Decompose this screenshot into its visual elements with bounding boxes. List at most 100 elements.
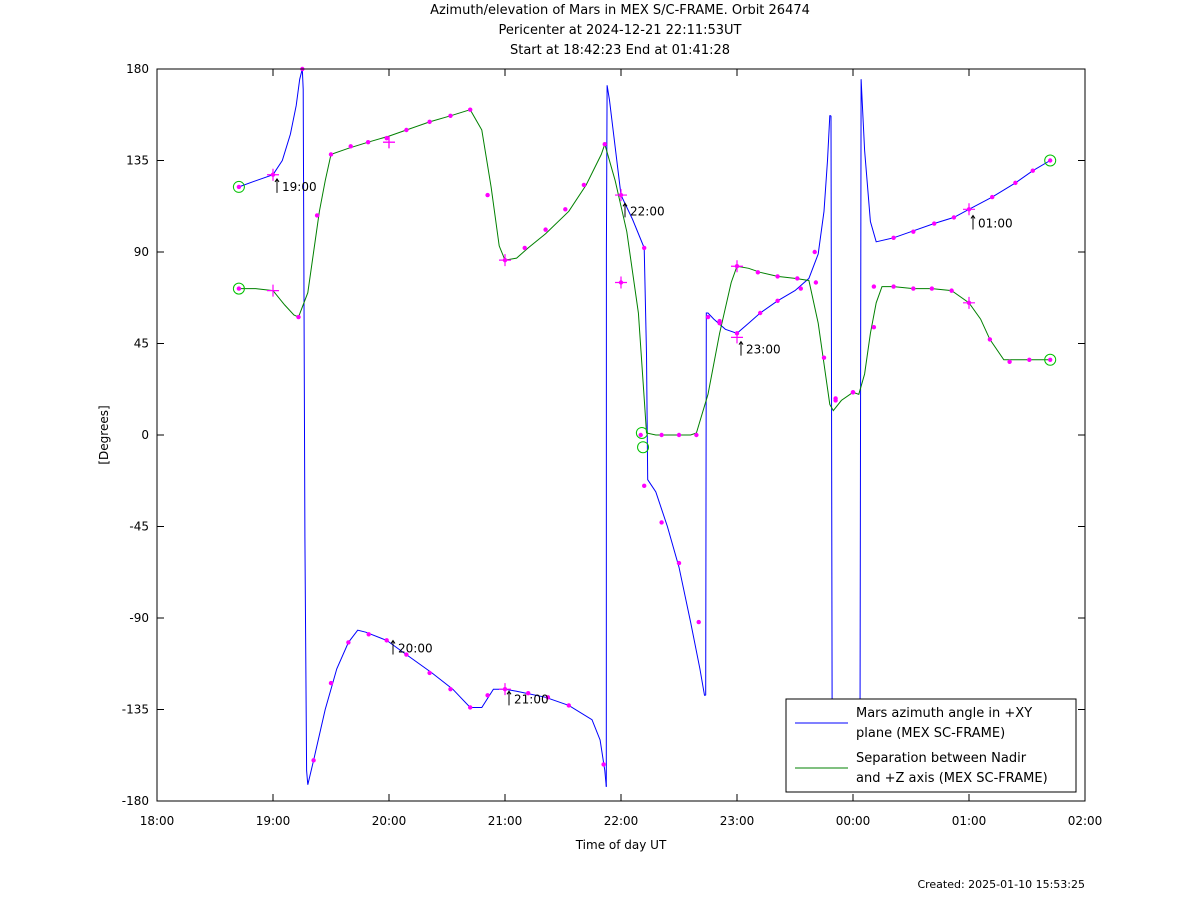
hour-annotation-label: 22:00 [630,204,665,218]
separation-data-point [328,152,334,157]
separation-data-point [468,107,473,112]
y-axis-label: [Degrees] [97,405,111,464]
azimuth-data-point [758,310,763,316]
x-tick-label: 02:00 [1068,814,1103,828]
separation-data-point [676,432,682,438]
separation-start-end-circle [1044,353,1057,366]
azimuth-start-end-circle [232,180,245,193]
separation-data-point [563,207,568,212]
separation-hour-cross [499,254,511,267]
separation-hour-cross [383,136,395,149]
azimuth-data-point [311,758,316,763]
separation-data-point [871,284,877,289]
separation-data-point [543,227,548,232]
separation-data-point [813,280,819,285]
azimuth-series-line [238,68,303,188]
separation-data-point [236,286,242,291]
separation-data-point [1048,357,1053,362]
azimuth-data-point [485,693,490,698]
hour-annotation-label: 23:00 [746,343,781,357]
y-tick-label: 45 [134,337,149,351]
x-tick-label: 20:00 [372,814,407,828]
separation-data-point [448,113,453,118]
separation-data-point [1027,357,1032,362]
azimuth-data-point [775,298,780,303]
created-timestamp: Created: 2025-01-10 15:53:25 [917,878,1085,891]
hour-annotation-label: 21:00 [514,692,549,706]
x-tick-label: 01:00 [952,814,987,828]
y-tick-label: -180 [122,794,149,808]
azimuth-data-point [404,652,409,657]
separation-hour-cross [963,296,975,309]
separation-data-point [949,288,954,293]
separation-data-point [795,276,800,281]
hour-annotation-label: 19:00 [282,180,317,194]
y-tick-label: -135 [122,703,149,717]
azimuth-data-point [798,286,803,291]
separation-data-point [581,182,587,188]
azimuth-series-line [605,85,706,787]
azimuth-data-point [545,695,551,700]
hour-annotation-arrow [390,639,396,655]
azimuth-data-point [427,670,432,676]
azimuth-data-point [932,221,937,226]
azimuth-data-point [566,703,571,708]
separation-data-point [717,318,722,324]
x-tick-label: 21:00 [488,814,523,828]
chart-title-line-1: Azimuth/elevation of Mars in MEX S/C-FRA… [430,3,810,18]
x-tick-label: 19:00 [256,814,291,828]
hour-annotation-arrow [274,178,280,193]
y-tick-label: 0 [141,428,149,442]
azimuth-data-point [448,686,453,692]
separation-hour-cross [267,284,279,297]
separation-hour-cross [615,276,627,289]
hour-annotation-arrow [970,214,976,230]
x-tick-label: 22:00 [604,814,639,828]
azimuth-start-end-circle [1044,154,1057,167]
hour-annotation-label: 01:00 [978,217,1013,231]
legend-box [785,698,1077,793]
y-tick-label: -45 [129,520,149,534]
hour-annotation-arrow [506,690,512,706]
chart-title-line-2: Pericenter at 2024-12-21 22:11:53UT [498,23,742,38]
azimuth-data-point [601,762,606,767]
separation-data-point [659,432,664,438]
separation-data-point [833,396,838,401]
azimuth-series-line [830,115,834,741]
azimuth-data-point [236,184,242,190]
y-tick-label: 135 [126,154,149,168]
azimuth-data-point [328,680,334,686]
legend-label: Mars azimuth angle in +XY [856,706,1032,721]
separation-hour-cross [731,260,743,273]
azimuth-data-point [951,215,957,220]
azimuth-data-point [642,483,647,489]
separation-start-end-circle [637,441,650,454]
separation-data-point [602,142,607,147]
hour-annotation-arrow [622,202,628,218]
separation-data-point [365,140,371,145]
azimuth-series-line [705,115,831,696]
azimuth-data-point [871,325,877,330]
separation-data-point [755,270,761,275]
legend-label: and +Z axis (MEX SC-FRAME) [856,771,1048,786]
azimuth-data-point [468,705,473,710]
azimuth-series-line [859,79,1051,741]
azimuth-data-point [990,194,995,200]
azimuth-data-point [891,235,896,240]
azimuth-data-point [384,638,389,643]
legend: Mars azimuth angle in +XY plane (MEX SC-F… [785,698,1077,793]
x-tick-label: 00:00 [836,814,871,828]
azimuth-data-point [705,314,711,320]
azimuth-data-point [696,619,701,625]
separation-data-point [1007,359,1012,364]
separation-data-point [891,284,896,289]
azimuth-data-point [821,355,827,360]
separation-data-point [314,213,320,218]
azimuth-data-point [812,249,817,255]
azimuth-data-point [676,560,682,566]
azimuth-data-point [526,691,531,696]
separation-data-point [348,144,353,149]
hour-annotation-label: 20:00 [398,642,433,656]
azimuth-hour-cross [731,331,743,344]
